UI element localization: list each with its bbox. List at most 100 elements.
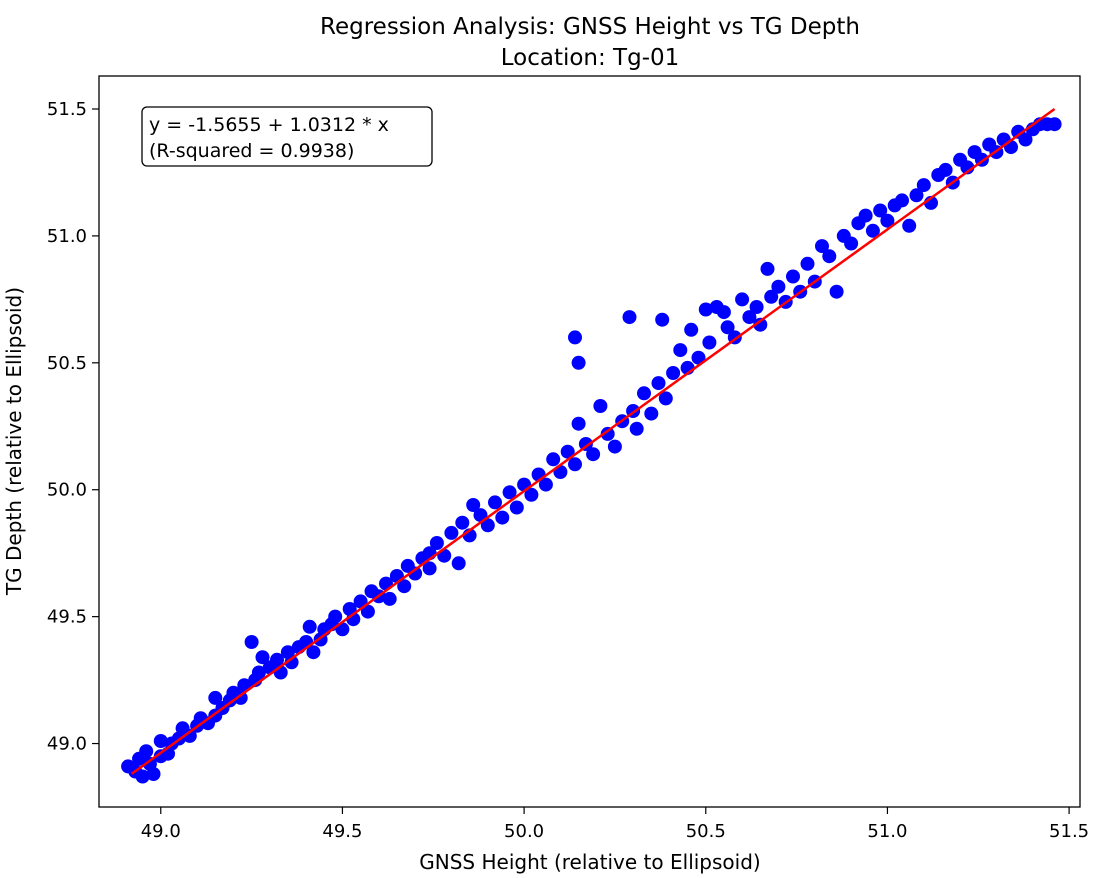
x-tick-label: 51.0 (867, 821, 907, 842)
x-axis-label: GNSS Height (relative to Ellipsoid) (419, 850, 760, 874)
data-point (284, 655, 299, 670)
data-point (360, 604, 375, 619)
data-point (560, 444, 575, 459)
data-point (600, 426, 615, 441)
y-tick-label: 51.0 (47, 226, 87, 247)
data-point (771, 279, 786, 294)
data-point (658, 391, 673, 406)
data-point (698, 302, 713, 317)
data-point (873, 203, 888, 218)
annotation-box (141, 106, 433, 167)
data-point (139, 744, 154, 759)
data-point (182, 728, 197, 743)
data-point (328, 609, 343, 624)
data-point (655, 312, 670, 327)
data-point (716, 305, 731, 320)
data-point (255, 650, 270, 665)
data-point (691, 350, 706, 365)
data-point (749, 300, 764, 314)
data-point (760, 261, 775, 276)
data-point (800, 256, 815, 271)
data-point (865, 223, 880, 238)
x-tick-label: 51.5 (1049, 821, 1089, 842)
data-point (444, 525, 459, 540)
data-point (571, 416, 586, 431)
data-point (502, 485, 517, 500)
data-point (735, 292, 750, 307)
annotation-r-squared: (R-squared = 0.9938) (149, 140, 354, 162)
data-point (302, 619, 317, 634)
data-point (524, 487, 539, 502)
data-point (1018, 132, 1033, 147)
data-point (629, 421, 644, 436)
data-point (568, 457, 582, 472)
y-tick-label: 51.5 (47, 99, 87, 120)
equation-annotation: y = -1.5655 + 1.0312 * x (R-squared = 0.… (141, 106, 433, 167)
data-point (702, 335, 717, 350)
data-point (244, 635, 259, 649)
annotation-equation: y = -1.5655 + 1.0312 * x (149, 114, 389, 136)
data-point (673, 343, 688, 358)
data-point (742, 310, 757, 325)
data-point (880, 213, 895, 228)
data-point (455, 515, 470, 530)
data-point (233, 690, 248, 705)
x-tick-label: 49.5 (322, 821, 362, 842)
data-point (651, 376, 666, 391)
data-point (488, 495, 502, 510)
data-point (858, 208, 873, 223)
data-point (1004, 140, 1018, 155)
plot-area-frame (98, 75, 1081, 808)
data-point (644, 406, 659, 421)
data-point (786, 269, 800, 284)
data-point (571, 355, 586, 370)
points-layer (121, 117, 1062, 784)
y-tick-label: 50.5 (47, 353, 87, 374)
data-point (251, 665, 266, 680)
x-axis: 49.0 49.5 50.0 50.5 51.0 51.5 (141, 807, 1089, 842)
data-point (815, 239, 829, 254)
x-tick-label: 50.5 (686, 821, 726, 842)
data-point (429, 536, 444, 550)
data-point (397, 579, 412, 594)
chart-subtitle: Location: Tg-01 (501, 45, 680, 71)
data-point (422, 561, 437, 576)
y-tick-label: 49.0 (47, 734, 87, 755)
data-point (666, 366, 681, 380)
data-point (960, 160, 975, 175)
data-point (208, 690, 223, 705)
data-point (938, 162, 953, 177)
data-point (764, 289, 779, 304)
data-point (466, 498, 481, 512)
y-axis-label: TG Depth (relative to Ellipsoid) (2, 287, 26, 596)
y-tick-label: 49.5 (47, 607, 87, 628)
data-point (720, 320, 735, 335)
x-tick-label: 50.0 (504, 821, 544, 842)
chart-title: Regression Analysis: GNSS Height vs TG D… (320, 14, 860, 40)
data-point (829, 284, 844, 299)
data-point (844, 236, 859, 251)
data-point (902, 218, 917, 233)
data-point (1047, 117, 1062, 132)
data-point (586, 447, 601, 462)
data-point (622, 310, 637, 325)
x-tick-label: 49.0 (141, 821, 181, 842)
data-point (909, 188, 924, 203)
y-axis: 49.0 49.5 50.0 50.5 51.0 51.5 (47, 99, 99, 755)
data-point (916, 178, 931, 193)
data-point (382, 591, 397, 606)
data-point (753, 317, 768, 332)
data-point (578, 437, 593, 451)
data-point (593, 399, 608, 413)
data-point (637, 386, 651, 401)
data-point (684, 322, 699, 337)
regression-line (130, 107, 1056, 775)
data-point (495, 510, 510, 525)
data-point (146, 767, 161, 781)
data-point (568, 330, 582, 345)
data-point (408, 566, 423, 581)
data-point (822, 249, 837, 264)
y-tick-label: 50.0 (47, 480, 87, 501)
data-point (135, 769, 150, 784)
